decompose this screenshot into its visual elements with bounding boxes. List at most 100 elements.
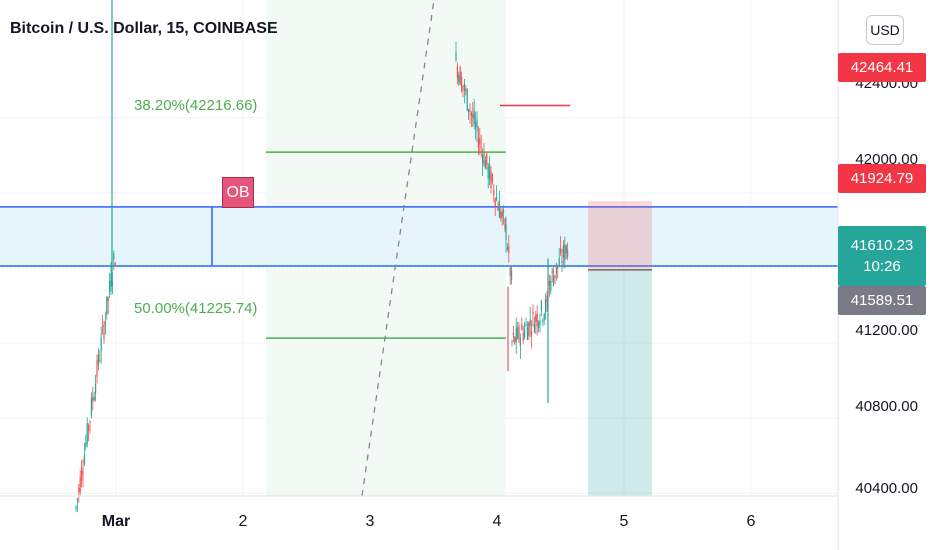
candle-body <box>548 280 550 286</box>
candle-body <box>114 262 116 267</box>
candle-body <box>102 324 104 327</box>
candle-body <box>529 319 531 326</box>
order-block-zone <box>0 206 838 266</box>
candle-body <box>463 83 465 91</box>
candle-body <box>104 320 106 326</box>
candle-body <box>493 189 495 196</box>
candle-body <box>459 67 461 86</box>
candle-body <box>79 476 81 493</box>
candle-body <box>483 151 485 166</box>
candle-body <box>505 224 507 240</box>
y-tick-label: 40400.00 <box>855 480 918 497</box>
price-badge-grey: 41589.51 <box>838 286 926 315</box>
candle-body <box>484 159 486 169</box>
candle-body <box>473 110 475 124</box>
candle-body <box>545 299 547 313</box>
candle-body <box>466 89 468 111</box>
candle-body <box>562 245 564 258</box>
candle-body <box>503 210 505 213</box>
candle-body <box>535 314 537 322</box>
candle-body <box>85 443 87 447</box>
candle-body <box>489 164 491 180</box>
candle-body <box>506 247 508 250</box>
candle-body <box>491 173 493 183</box>
candle-body <box>524 329 526 337</box>
candle-body <box>560 248 562 253</box>
position-risk-zone <box>588 201 652 270</box>
candle-body <box>512 332 514 336</box>
candle-body <box>469 110 471 112</box>
candle-body <box>75 506 77 509</box>
candle-body <box>92 396 94 402</box>
candle-body <box>470 112 472 116</box>
candle-body <box>496 197 498 200</box>
candle-body <box>76 499 78 501</box>
order-block-label[interactable]: OB <box>222 177 254 208</box>
candle-body <box>528 322 530 336</box>
candle-body <box>97 354 99 365</box>
bar-countdown: 10:26 <box>863 258 901 275</box>
candle-body <box>553 276 555 286</box>
candle-body <box>480 146 482 148</box>
candle-body <box>511 341 513 343</box>
candle-body <box>567 249 569 257</box>
candle-body <box>487 165 489 179</box>
y-tick-label: 42000.00 <box>855 151 918 168</box>
candle-body <box>100 337 102 352</box>
candle-body <box>475 122 477 128</box>
x-tick-label: 2 <box>238 513 248 530</box>
candle-body <box>95 383 97 394</box>
candle-body <box>555 263 557 275</box>
candle-body <box>554 274 556 278</box>
candle-body <box>78 487 80 493</box>
y-tick-label: 41200.00 <box>855 322 918 339</box>
candle-body <box>468 109 470 113</box>
candle-body <box>462 85 464 88</box>
candle-body <box>110 273 112 292</box>
x-tick-label: 6 <box>746 513 756 530</box>
x-tick-label: 4 <box>492 513 502 530</box>
candle-body <box>532 311 534 315</box>
candle-body <box>509 267 511 276</box>
candle-body <box>106 296 108 315</box>
candle-body <box>518 325 520 340</box>
candle-body <box>546 296 548 302</box>
candle-body <box>103 325 105 340</box>
candle-body <box>551 270 553 273</box>
candle-body <box>107 297 109 302</box>
candle-body <box>500 211 502 219</box>
candle-body <box>81 467 83 481</box>
candle-body <box>550 280 552 292</box>
candle-body <box>521 324 523 330</box>
candle-body <box>565 245 567 254</box>
candle-body <box>533 324 535 333</box>
candle-body <box>482 154 484 163</box>
candle-body <box>88 425 90 432</box>
candle-body <box>96 360 98 377</box>
candle-body <box>477 138 479 149</box>
candle-body <box>536 314 538 327</box>
candle-body <box>458 74 460 83</box>
candle-body <box>514 337 516 344</box>
candle-body <box>455 52 457 61</box>
candle-body <box>89 421 91 423</box>
current-price-badge: 41610.23 10:26 <box>838 226 926 286</box>
candle-body <box>90 398 92 416</box>
position-reward-zone <box>588 269 652 496</box>
candle-body <box>515 327 517 342</box>
candle-body <box>519 338 521 347</box>
price-badge-red-top: 42464.41 <box>838 53 926 82</box>
candle-body <box>561 260 563 263</box>
candle-body <box>539 320 541 326</box>
candle-body <box>83 455 85 464</box>
candle-body <box>465 88 467 91</box>
currency-button[interactable]: USD <box>866 15 904 45</box>
price-badge-zone-top: 41924.79 <box>838 164 926 193</box>
candle-body <box>486 153 488 166</box>
candle-body <box>476 119 478 132</box>
candle-body <box>522 332 524 341</box>
candle-body <box>504 218 506 230</box>
candle-body <box>93 397 95 400</box>
candle-body <box>558 258 560 266</box>
